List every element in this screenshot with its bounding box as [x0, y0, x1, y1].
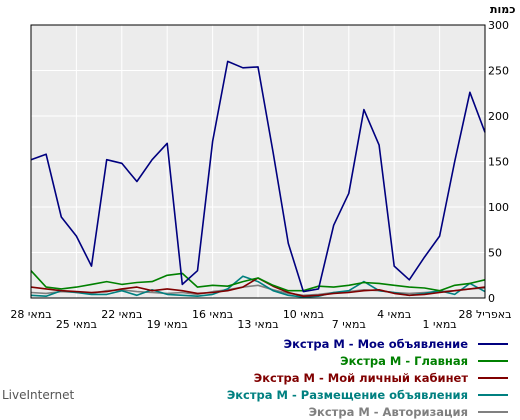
y-tick-label: 100: [488, 201, 509, 214]
x-tick-label: 22 במאי: [101, 308, 142, 321]
x-tick-label: 28 באפריל: [458, 308, 511, 321]
brand-label: LiveInternet: [2, 388, 75, 402]
x-tick-label: 7 במאי: [332, 318, 366, 331]
series-line-1: [30, 60, 486, 293]
legend-label: Экстра M - Авторизация: [308, 404, 468, 419]
x-tick-label: 28 במאי: [10, 308, 51, 321]
plot-frame: [30, 24, 486, 299]
legend-label: Экстра M - Главная: [340, 353, 468, 368]
legend-item: Экстра M - Авторизация: [8, 403, 508, 420]
x-tick-label: 4 במאי: [377, 308, 411, 321]
legend-item: Экстра M - Мое объявление: [8, 335, 508, 352]
y-tick-label: 200: [488, 110, 509, 123]
legend-swatch: [478, 376, 508, 379]
y-tick-label: 50: [488, 247, 502, 260]
legend-swatch: [478, 393, 508, 396]
series-lines: [30, 60, 486, 298]
y-tick-label: 150: [488, 156, 509, 169]
legend-item: Экстра M - Мой личный кабинет: [8, 369, 508, 386]
legend-swatch: [478, 359, 508, 362]
legend-label: Экстра M - Размещение объявления: [226, 387, 468, 402]
legend-swatch: [478, 342, 508, 345]
line-chart: 0 50 100 150 200 250 300 28 במאי 25 במאי 22 במאי…: [10, 3, 515, 331]
y-axis-label: כמות: [490, 3, 515, 16]
x-tick-label: 19 במאי: [147, 318, 188, 331]
y-axis-ticks: 0 50 100 150 200 250 300: [488, 19, 509, 305]
legend-label: Экстра M - Мое объявление: [283, 336, 468, 351]
y-tick-label: 250: [488, 65, 509, 78]
legend-item: Экстра M - Главная: [8, 352, 508, 369]
y-tick-label: 300: [488, 19, 509, 32]
x-tick-label: 1 במאי: [423, 318, 457, 331]
x-tick-label: 16 במאי: [192, 308, 233, 321]
x-tick-label: 10 במאי: [283, 308, 324, 321]
legend-label: Экстра M - Мой личный кабинет: [253, 370, 468, 385]
x-tick-label: 25 במאי: [56, 318, 97, 331]
series-line-5: [30, 284, 486, 297]
x-axis-ticks: 28 במאי 25 במאי 22 במאי 19 במאי 16 במאי 13 במ…: [10, 308, 511, 331]
legend-swatch: [478, 410, 508, 413]
x-tick-label: 13 במאי: [237, 318, 278, 331]
legend: Экстра M - Мое объявление Экстра M - Глав…: [8, 335, 508, 420]
legend-item: Экстра M - Размещение объявления: [8, 386, 508, 403]
series-line-2: [30, 270, 486, 292]
y-tick-label: 0: [488, 292, 495, 305]
